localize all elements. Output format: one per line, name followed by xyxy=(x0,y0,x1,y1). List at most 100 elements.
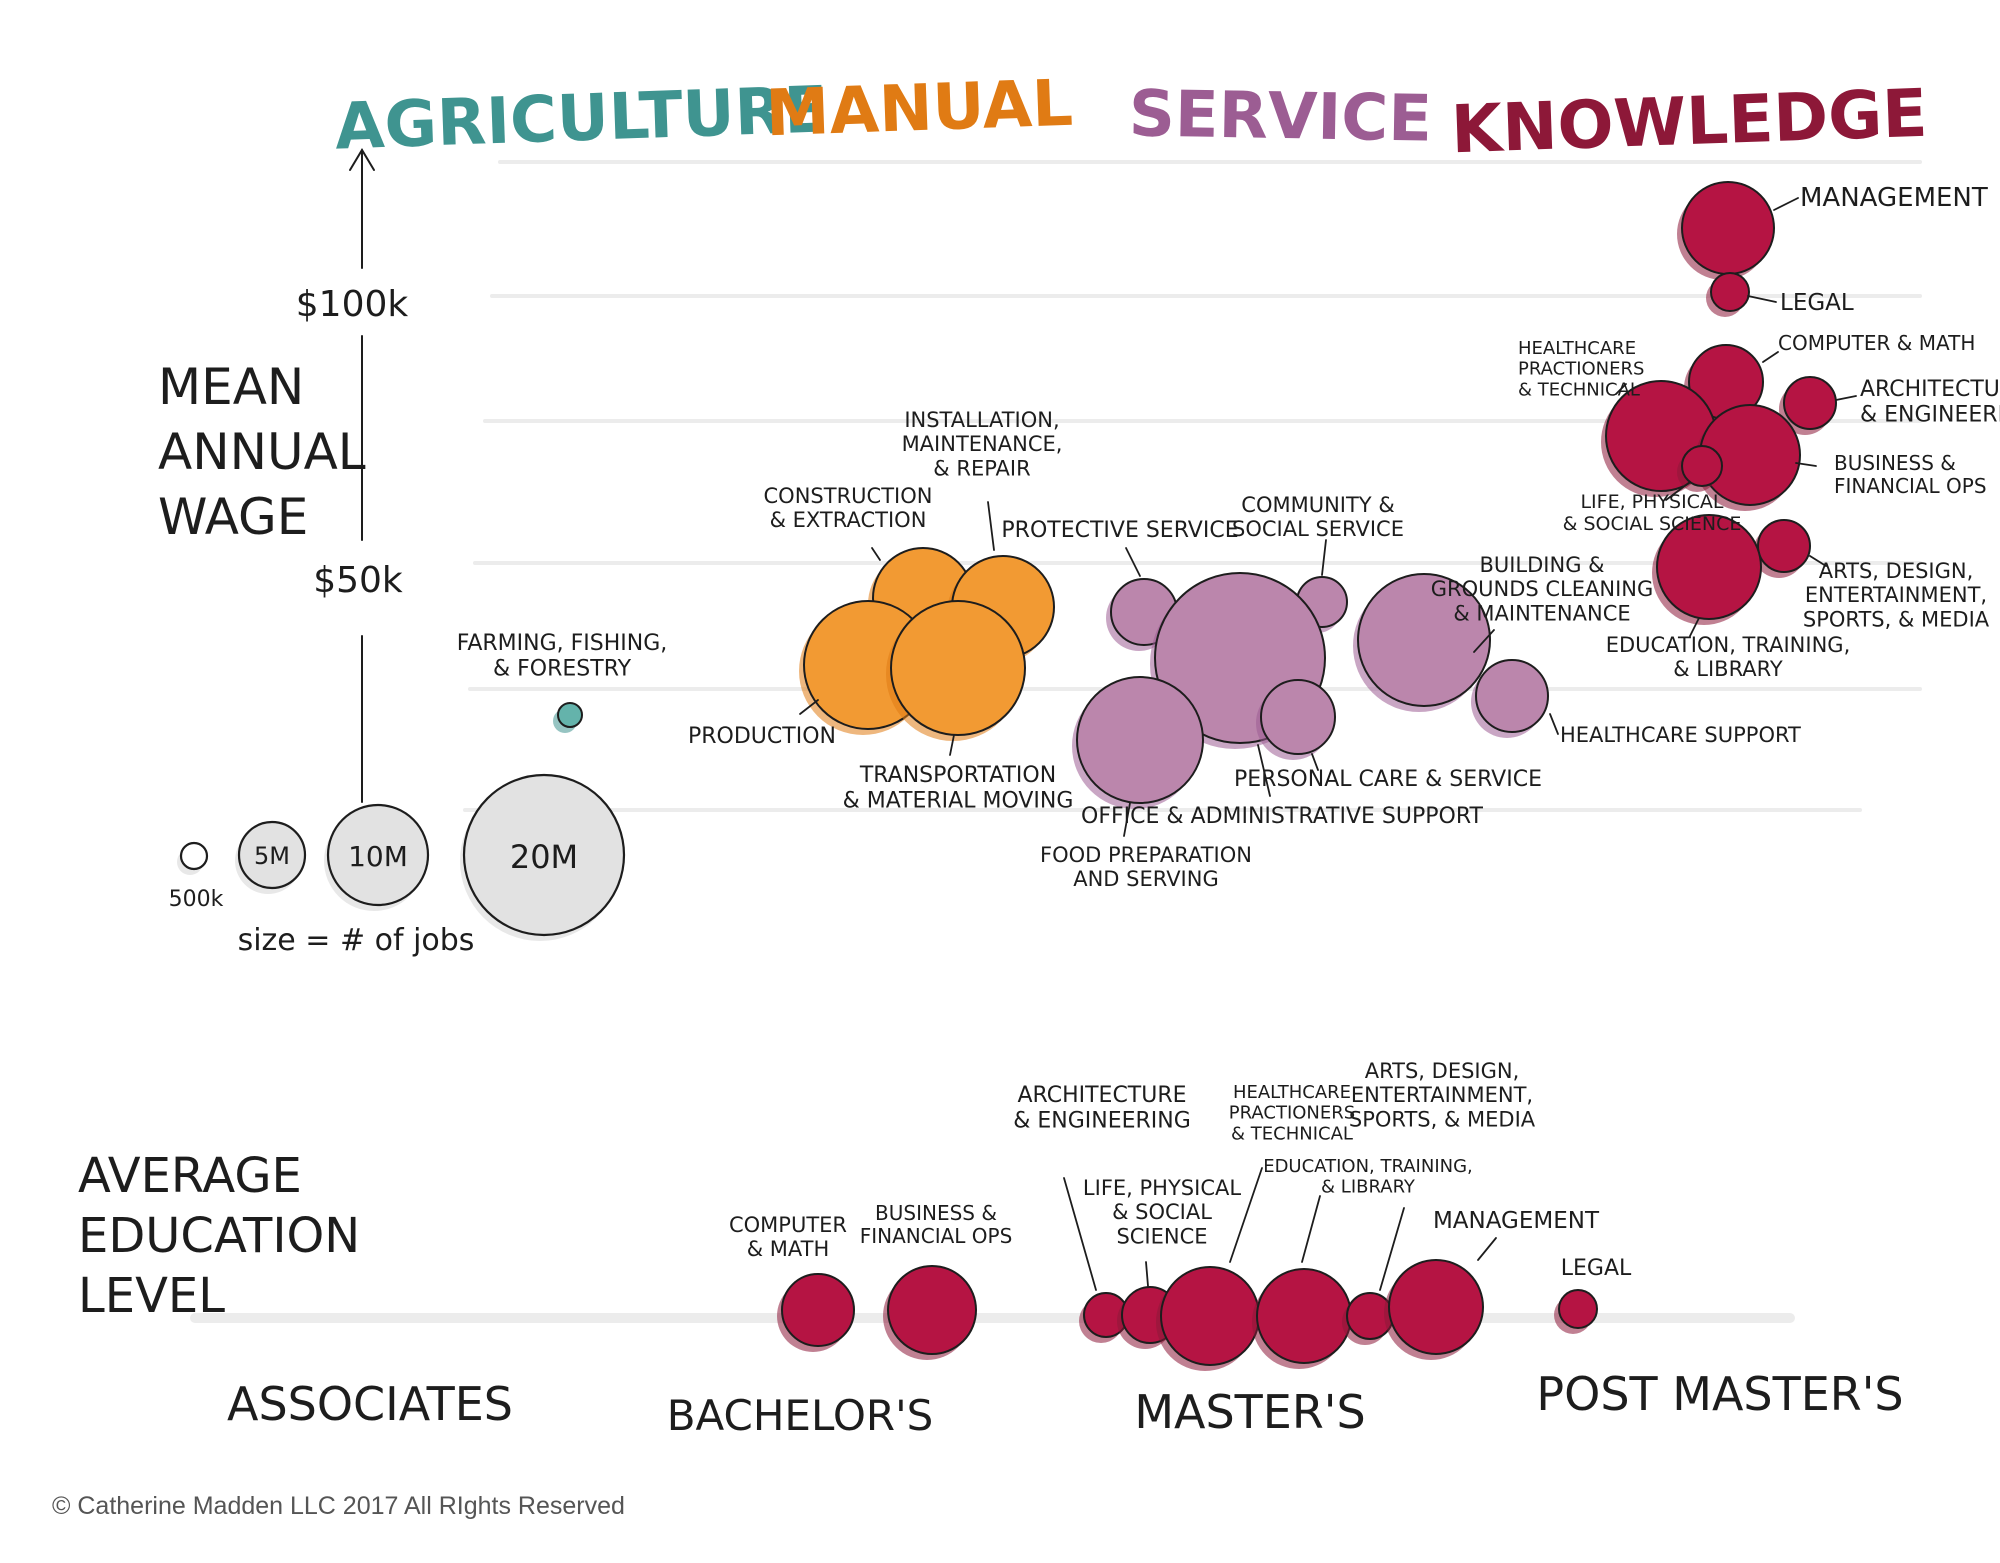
bubble-label: TRANSPORTATION & MATERIAL MOVING xyxy=(843,763,1074,813)
bubble-building-grounds-cleaning-maintenance xyxy=(1357,573,1491,707)
bubble-healthcare-support xyxy=(1475,659,1549,733)
education-level-label: BACHELOR'S xyxy=(667,1391,934,1440)
education-level-label: MASTER'S xyxy=(1134,1385,1365,1439)
bubble-label: INSTALLATION, MAINTENANCE, & REPAIR xyxy=(902,408,1063,480)
bubble-food-preparation-and-serving xyxy=(1076,676,1204,804)
education-bubble-computer-math xyxy=(777,1273,855,1352)
education-bubble xyxy=(1160,1266,1260,1366)
size-legend-circle-5m xyxy=(237,820,307,890)
bubble-leader-line xyxy=(1809,555,1827,567)
bubble-label: ARCHITECTURE& ENGINEERING xyxy=(1860,377,2000,427)
bubble-leader-line xyxy=(1311,753,1319,771)
bubble-arts-design-entertainment-sports-media xyxy=(1757,519,1811,573)
bubble-service-building-grounds-cleaning-maintenance xyxy=(1353,573,1491,712)
education-bubble-business-financial-ops xyxy=(883,1265,977,1360)
education-bubble-education-training-library xyxy=(1252,1268,1352,1369)
education-bubble xyxy=(781,1273,855,1347)
size-legend-circle-20m xyxy=(462,773,626,937)
bubble-label: PERSONAL CARE & SERVICE xyxy=(1234,767,1542,792)
bubble-label: HEALTHCARE PRACTIONERS & TECHNICAL xyxy=(1518,338,1644,400)
bubble-leader-line xyxy=(1125,547,1141,577)
bubble-service-healthcare-support xyxy=(1471,659,1549,738)
bubble-architecture-engineering xyxy=(1783,376,1837,430)
size-legend-circle-10m xyxy=(326,803,430,907)
y-axis-title: MEAN ANNUAL WAGE xyxy=(158,358,366,546)
bubble-leader-line xyxy=(949,734,955,756)
category-header-service: SERVICE xyxy=(1128,77,1432,156)
bubble-agriculture-farming-fishing-forestry xyxy=(553,702,583,733)
bubble-label: COMPUTER & MATH xyxy=(1778,331,1975,355)
bubble-leader-line xyxy=(871,547,881,561)
education-bubble-label: COMPUTER & MATH xyxy=(729,1213,847,1261)
bubble-transportation-material-moving xyxy=(890,600,1026,736)
bubble-leader-line xyxy=(1747,295,1777,303)
bubble-leader-line xyxy=(799,699,819,715)
education-bubble xyxy=(1558,1289,1598,1329)
bubble-leader-line xyxy=(1123,802,1131,837)
bubble-service-personal-care-service xyxy=(1256,679,1336,760)
category-header-agriculture: AGRICULTURE xyxy=(334,73,829,164)
bubble-knowledge-life-physical-social-science xyxy=(1677,445,1723,492)
bubble-label: FARMING, FISHING, & FORESTRY xyxy=(457,631,668,681)
y-tick-label: $100k xyxy=(296,284,409,325)
education-level-label: ASSOCIATES xyxy=(227,1377,513,1431)
bubble-label: LEGAL xyxy=(1780,290,1854,316)
size-legend-label: 10M xyxy=(348,840,408,873)
size-legend-title: size = # of jobs xyxy=(238,923,475,958)
bubble-label: MANAGEMENT xyxy=(1800,183,1988,213)
y-tick-label: $50k xyxy=(313,560,403,601)
bubble-label: BUILDING & GROUNDS CLEANING & MAINTENANCE xyxy=(1431,553,1654,625)
bubble-label: EDUCATION, TRAINING, & LIBRARY xyxy=(1606,633,1851,681)
bubble-label: PRODUCTION xyxy=(688,724,836,749)
bubble-label: LIFE, PHYSICAL & SOCIAL SCIENCE xyxy=(1563,491,1742,535)
bubble-label: ARTS, DESIGN, ENTERTAINMENT, SPORTS, & MED… xyxy=(1803,559,1990,631)
bubble-legal xyxy=(1710,272,1750,312)
education-bubble-legal xyxy=(1554,1289,1598,1334)
bubble-knowledge-architecture-engineering xyxy=(1779,376,1837,435)
education-bubble-label: LIFE, PHYSICAL & SOCIAL SCIENCE xyxy=(1083,1176,1241,1248)
education-bubble-management xyxy=(1384,1259,1484,1360)
bubble-knowledge-management xyxy=(1677,181,1775,280)
education-bubble-arts-design-entertainment-sports-media xyxy=(1342,1292,1394,1345)
bubble-life-physical-social-science xyxy=(1681,445,1723,487)
education-leader-line xyxy=(1379,1207,1405,1291)
education-bubble-label: ARCHITECTURE & ENGINEERING xyxy=(1013,1083,1191,1133)
bubble-leader-line xyxy=(1257,744,1271,797)
category-header-manual: MANUAL xyxy=(765,67,1074,152)
education-bubble-label: LEGAL xyxy=(1561,1256,1632,1281)
bubble-label: HEALTHCARE SUPPORT xyxy=(1560,723,1801,747)
education-leader-line xyxy=(1229,1167,1263,1263)
education-leader-line xyxy=(1477,1237,1497,1261)
bubble-leader-line xyxy=(1795,462,1817,467)
bubble-manual-transportation-material-moving xyxy=(886,600,1026,741)
bubble-leader-line xyxy=(987,501,995,551)
bubble-leader-line xyxy=(1473,629,1495,653)
bubble-leader-line xyxy=(1762,351,1779,363)
education-leader-line xyxy=(1301,1195,1321,1263)
bubble-leader-line xyxy=(1689,617,1700,637)
bubble-farming-fishing-forestry xyxy=(557,702,583,728)
education-level-label: POST MASTER'S xyxy=(1536,1367,1903,1421)
bubble-personal-care-service xyxy=(1260,679,1336,755)
education-bubble xyxy=(1388,1259,1484,1355)
category-header-knowledge: KNOWLEDGE xyxy=(1450,75,1929,169)
bubble-leader-line xyxy=(1773,197,1799,211)
size-legend-label: 500k xyxy=(169,887,224,912)
education-bubble-label: BUSINESS & FINANCIAL OPS xyxy=(860,1201,1013,1248)
education-axis-title: AVERAGE EDUCATION LEVEL xyxy=(78,1148,360,1324)
bubble-label: BUSINESS & FINANCIAL OPS xyxy=(1834,451,1987,498)
bubble-leader-line xyxy=(1835,395,1857,401)
bubble-knowledge-arts-design-entertainment-sports-media xyxy=(1753,519,1811,578)
bubble-label: FOOD PREPARATION AND SERVING xyxy=(1040,843,1252,891)
education-bubble-label: EDUCATION, TRAINING, & LIBRARY xyxy=(1263,1156,1473,1198)
education-bubble-label: HEALTHCARE PRACTIONERS & TECHNICAL xyxy=(1229,1082,1355,1144)
bubble-management xyxy=(1681,181,1775,275)
education-bubble xyxy=(1256,1268,1352,1364)
education-bubble-label: ARTS, DESIGN, ENTERTAINMENT, SPORTS, & MED… xyxy=(1349,1059,1536,1131)
copyright-notice: © Catherine Madden LLC 2017 All RIghts R… xyxy=(52,1492,625,1520)
size-legend-label: 20M xyxy=(510,838,578,876)
bubble-knowledge-education-training-library xyxy=(1652,514,1762,625)
wage-axis-arrow xyxy=(349,148,375,171)
